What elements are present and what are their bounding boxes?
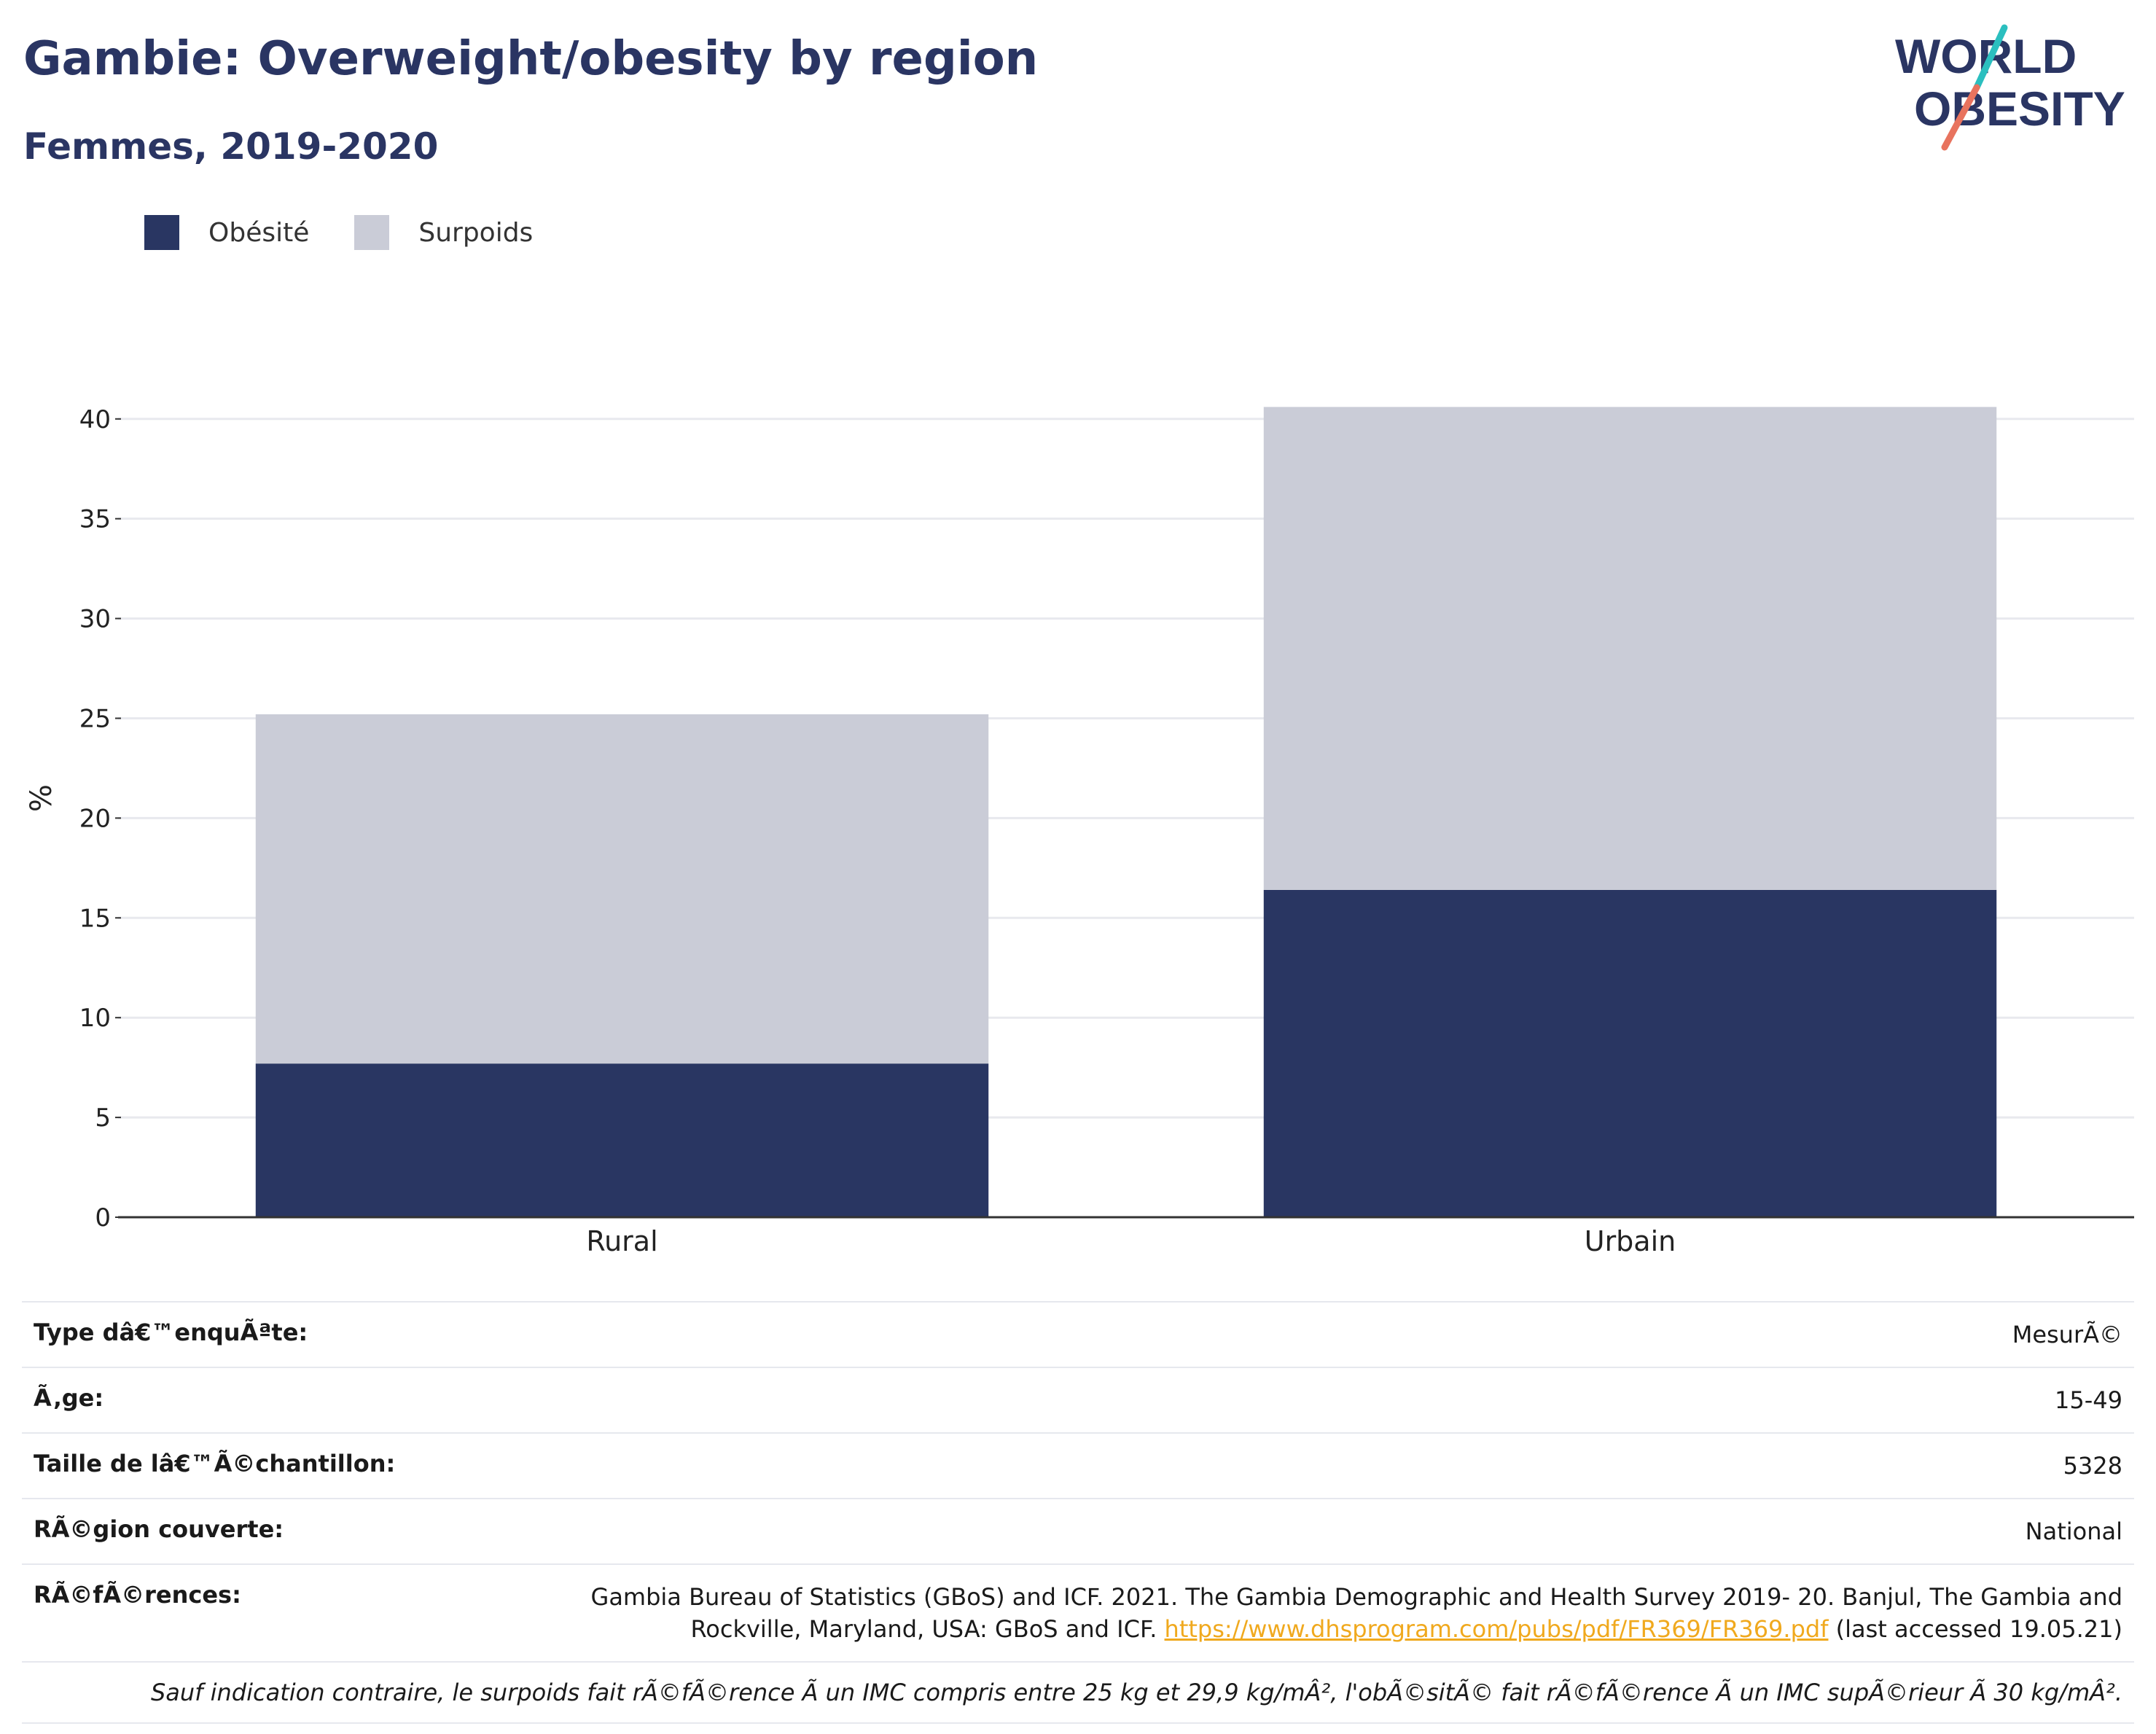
legend-item-obesite[interactable]: Obésité: [144, 215, 309, 250]
info-row-references: RÃ©fÃ©rences: Gambia Bureau of Statistic…: [22, 1563, 2134, 1662]
legend-swatch-surpoids: [354, 215, 390, 250]
region-value: National: [512, 1498, 2134, 1564]
logo-accent-coral: [1941, 84, 1980, 151]
legend-swatch-obesite: [144, 215, 179, 250]
references-label: RÃ©fÃ©rences:: [22, 1563, 512, 1662]
info-row-region: RÃ©gion couverte: National: [22, 1498, 2134, 1564]
references-link[interactable]: https://www.dhsprogram.com/pubs/pdf/FR36…: [1164, 1615, 1829, 1643]
survey-type-label: Type dâ€™enquÃªte:: [22, 1301, 512, 1367]
y-axis-label: %: [25, 784, 58, 812]
sample-size-label: Taille de lâ€™Ã©chantillon:: [22, 1432, 512, 1499]
age-label: Ã‚ge:: [22, 1367, 512, 1433]
y-tick-label-10: 10: [79, 1004, 111, 1033]
y-tick-label-0: 0: [95, 1203, 111, 1233]
bar-surpoids-rural: [255, 714, 989, 1064]
legend-item-surpoids[interactable]: Surpoids: [354, 215, 533, 250]
info-row-survey-type: Type dâ€™enquÃªte: MesurÃ©: [22, 1301, 2134, 1367]
info-row-sample-size: Taille de lâ€™Ã©chantillon: 5328: [22, 1432, 2134, 1499]
chart-title: Gambie: Overweight/obesity by region: [23, 32, 1039, 86]
legend-label-obesite: Obésité: [208, 217, 310, 248]
logo-text-obesity: OBESITY: [1914, 82, 2125, 136]
references-suffix: (last accessed 19.05.21): [1835, 1615, 2122, 1643]
bar-obesite-urbain: [1263, 889, 1997, 1217]
references-value: Gambia Bureau of Statistics (GBoS) and I…: [512, 1563, 2134, 1662]
info-row-age: Ã‚ge: 15-49: [22, 1367, 2134, 1433]
bar-obesite-rural: [255, 1063, 989, 1217]
logo-accent-teal: [1973, 24, 2008, 91]
x-tick-label-rural: Rural: [586, 1225, 657, 1257]
y-tick-label-40: 40: [79, 405, 111, 434]
definition-note: Sauf indication contraire, le surpoids f…: [22, 1661, 2134, 1724]
y-tick-label-35: 35: [79, 505, 111, 534]
region-label: RÃ©gion couverte:: [22, 1498, 512, 1564]
y-tick-label-30: 30: [79, 605, 111, 634]
y-tick-label-20: 20: [79, 804, 111, 833]
world-obesity-logo: WORLD OBESITY: [1895, 24, 2125, 151]
references-text-1: Gambia Bureau of Statistics (GBoS) and I…: [590, 1583, 2122, 1611]
info-row-note: Sauf indication contraire, le surpoids f…: [22, 1661, 2134, 1724]
bar-chart: 0 5 10 15 20 25 30 35 40% Rural Urbain: [25, 405, 2134, 1257]
survey-type-value: MesurÃ©: [512, 1301, 2134, 1367]
age-value: 15-49: [512, 1367, 2134, 1433]
legend-label-surpoids: Surpoids: [418, 217, 534, 248]
x-tick-label-urbain: Urbain: [1585, 1225, 1676, 1257]
chart-subtitle: Femmes, 2019-2020: [23, 125, 439, 168]
y-tick-label-15: 15: [79, 904, 111, 933]
survey-info-table: Type dâ€™enquÃªte: MesurÃ© Ã‚ge: 15-49 T…: [22, 1301, 2134, 1724]
bar-surpoids-urbain: [1263, 407, 1997, 890]
y-tick-label-25: 25: [79, 704, 111, 733]
references-text-2: Rockville, Maryland, USA: GBoS and ICF.: [690, 1615, 1157, 1643]
y-tick-label-5: 5: [95, 1104, 111, 1133]
sample-size-value: 5328: [512, 1432, 2134, 1499]
legend: Obésité Surpoids: [144, 215, 578, 250]
